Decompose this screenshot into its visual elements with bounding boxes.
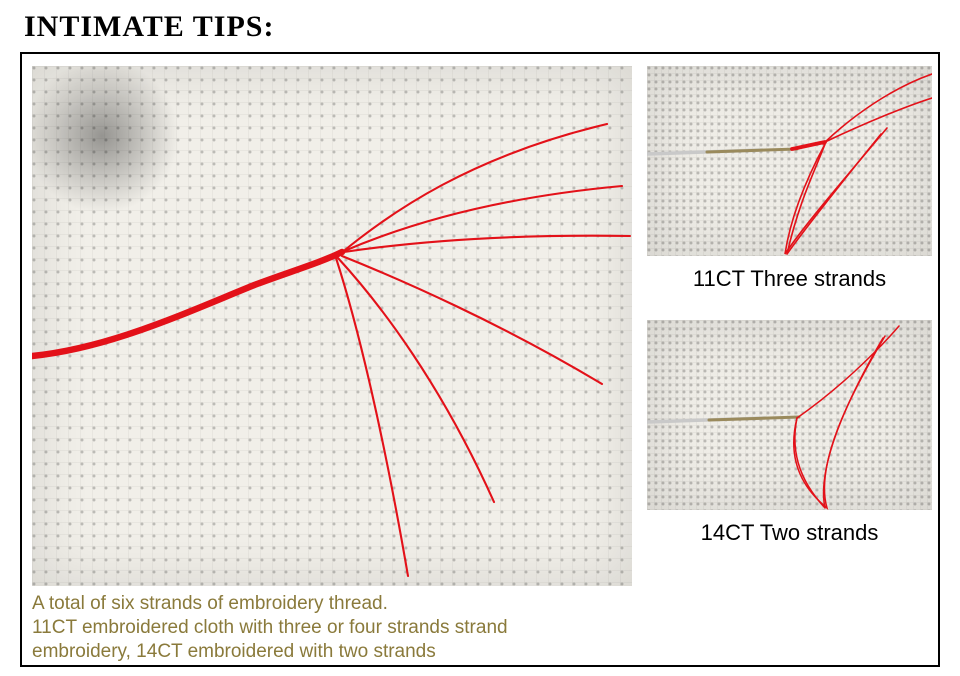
page-title: INTIMATE TIPS: [0, 0, 960, 54]
caption-main: A total of six strands of embroidery thr… [32, 592, 632, 663]
thread-illustration-11ct [647, 66, 932, 256]
caption-11ct: 11CT Three strands [647, 266, 932, 292]
frame: 11CT Three strands 14CT Two strands A to… [20, 52, 940, 667]
thread-illustration-14ct [647, 320, 932, 510]
side-photo-11ct [647, 66, 932, 256]
thread-illustration-main [32, 66, 632, 586]
caption-main-line3: embroidery, 14CT embroidered with two st… [32, 641, 436, 662]
side-photo-14ct [647, 320, 932, 510]
caption-main-line1: A total of six strands of embroidery thr… [32, 593, 388, 614]
main-photo [32, 66, 632, 586]
caption-14ct: 14CT Two strands [647, 520, 932, 546]
caption-main-line2: 11CT embroidered cloth with three or fou… [32, 617, 508, 638]
